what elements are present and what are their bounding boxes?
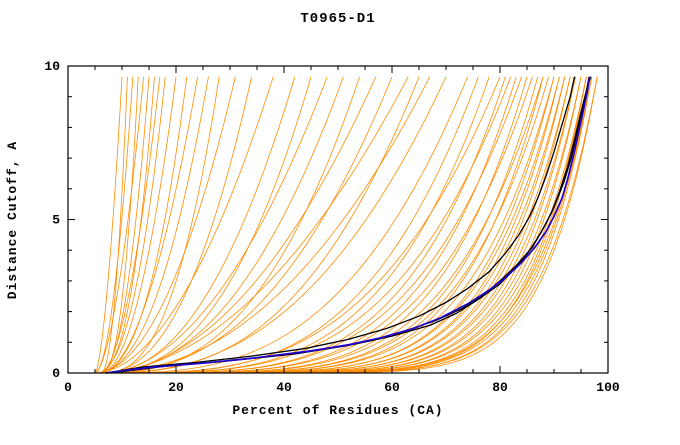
model-curve-orange bbox=[100, 76, 468, 374]
model-curve-orange bbox=[105, 76, 598, 374]
model-curve-orange bbox=[100, 76, 128, 374]
model-curve-orange bbox=[100, 76, 161, 374]
model-curve-orange bbox=[105, 76, 555, 374]
model-curve-orange bbox=[105, 76, 566, 374]
highlight-curve-best-model-blue bbox=[105, 76, 591, 374]
model-curve-orange bbox=[94, 76, 144, 374]
model-curve-orange bbox=[100, 76, 447, 374]
model-curve-orange bbox=[94, 76, 409, 374]
model-curve-orange bbox=[94, 76, 377, 374]
model-curve-orange bbox=[94, 76, 166, 374]
model-curve-orange bbox=[100, 76, 150, 374]
model-curve-orange bbox=[94, 76, 344, 374]
x-tick-label: 100 bbox=[596, 380, 620, 395]
x-tick-label: 0 bbox=[64, 380, 72, 395]
highlight-curve-black-model-2 bbox=[105, 76, 576, 374]
highlight-curve-black-model-3 bbox=[111, 76, 590, 374]
model-curve-orange bbox=[100, 76, 393, 374]
axes-group: 0 20 40 60 80 100 0 5 10 bbox=[44, 59, 620, 395]
model-curve-orange bbox=[105, 76, 560, 374]
model-curve-orange bbox=[100, 76, 328, 374]
model-curve-orange bbox=[100, 76, 177, 374]
x-tick-label: 20 bbox=[168, 380, 184, 395]
x-axis-label: Percent of Residues (CA) bbox=[232, 403, 443, 418]
model-curve-orange bbox=[100, 76, 517, 374]
model-curve-orange bbox=[105, 76, 544, 374]
model-curve-orange bbox=[100, 76, 598, 374]
model-curve-orange bbox=[100, 76, 593, 374]
y-tick-label: 10 bbox=[44, 59, 60, 74]
model-curve-orange bbox=[94, 76, 123, 374]
model-curve-orange bbox=[100, 76, 528, 374]
model-curve-orange bbox=[94, 76, 236, 374]
model-curve-orange bbox=[100, 76, 571, 374]
model-curve-orange bbox=[105, 76, 593, 374]
x-tick-label: 80 bbox=[492, 380, 508, 395]
x-tick-label: 60 bbox=[384, 380, 400, 395]
model-curve-orange bbox=[105, 76, 593, 374]
highlight-curves-group bbox=[105, 76, 592, 374]
highlight-curve-black-model-1 bbox=[111, 76, 592, 374]
model-curve-orange bbox=[100, 76, 555, 374]
x-tick-label: 40 bbox=[276, 380, 292, 395]
model-curve-orange bbox=[105, 76, 501, 374]
model-curves-group bbox=[94, 76, 598, 374]
model-curve-orange bbox=[100, 76, 252, 374]
model-curve-orange bbox=[100, 76, 198, 374]
y-tick-label: 5 bbox=[52, 213, 60, 228]
chart-title: T0965-D1 bbox=[300, 11, 375, 27]
model-curve-orange bbox=[105, 76, 571, 374]
model-curve-orange bbox=[94, 76, 274, 374]
y-axis-label: Distance Cutoff, A bbox=[5, 141, 20, 299]
model-curve-orange bbox=[100, 76, 420, 374]
y-tick-label: 0 bbox=[52, 366, 60, 381]
model-curve-orange bbox=[105, 76, 479, 374]
